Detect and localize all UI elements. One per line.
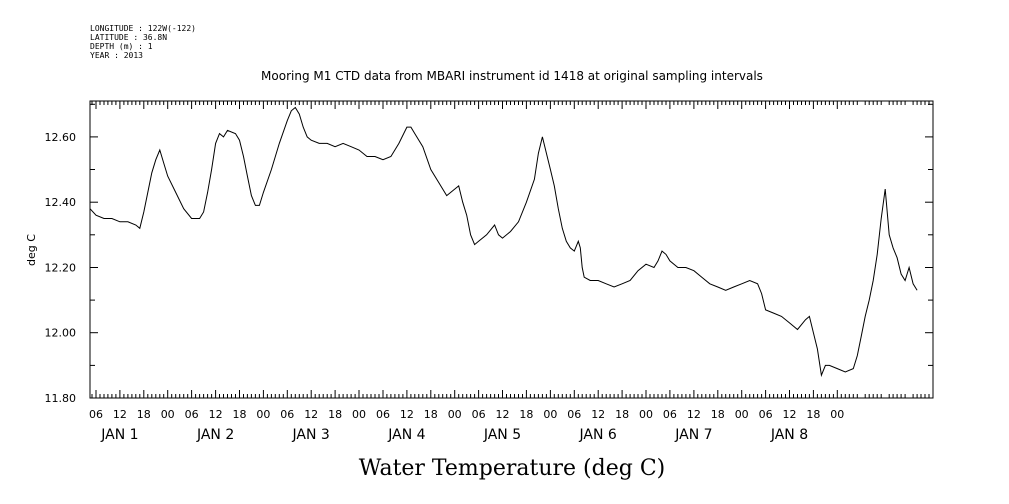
- x-tick-label: 12: [783, 408, 797, 421]
- x-tick-label: 12: [304, 408, 318, 421]
- y-tick-label: 12.40: [45, 196, 77, 209]
- x-tick-label: 18: [519, 408, 533, 421]
- x-tick-label: 00: [352, 408, 366, 421]
- x-tick-label: 00: [735, 408, 749, 421]
- x-tick-label: 12: [591, 408, 605, 421]
- day-label: JAN 4: [387, 427, 425, 443]
- x-tick-label: 12: [400, 408, 414, 421]
- meta-latitude: LATITUDE : 36.8N: [90, 33, 167, 42]
- x-tick-label: 06: [567, 408, 581, 421]
- x-tick-label: 12: [209, 408, 223, 421]
- y-tick-label: 11.80: [45, 392, 77, 405]
- y-axis-label: deg C: [25, 234, 38, 266]
- meta-longitude: LONGITUDE : 122W(-122): [90, 24, 196, 33]
- x-tick-label: 06: [280, 408, 294, 421]
- day-label: JAN 1: [100, 427, 138, 443]
- plot-frame: [89, 100, 934, 399]
- water-temperature-line: [89, 106, 918, 378]
- x-tick-label: 06: [185, 408, 199, 421]
- day-label: JAN 2: [196, 427, 234, 443]
- x-tick-label: 18: [424, 408, 438, 421]
- x-tick-label: 00: [161, 408, 175, 421]
- x-tick-label: 12: [113, 408, 127, 421]
- day-label: JAN 3: [292, 427, 330, 443]
- minor-ticks: [91, 101, 930, 398]
- x-tick-label: 18: [711, 408, 725, 421]
- x-tick-label: 18: [328, 408, 342, 421]
- chart-title: Mooring M1 CTD data from MBARI instrumen…: [261, 69, 763, 83]
- x-tick-label: 06: [89, 408, 103, 421]
- x-tick-label: 06: [376, 408, 390, 421]
- y-tick-label: 12.00: [45, 327, 77, 340]
- x-tick-label: 06: [759, 408, 773, 421]
- x-tick-label: 18: [615, 408, 629, 421]
- x-tick-label: 12: [496, 408, 510, 421]
- x-tick-label: 18: [137, 408, 151, 421]
- x-tick-label: 00: [830, 408, 844, 421]
- x-tick-label: 06: [472, 408, 486, 421]
- x-tick-label: 06: [663, 408, 677, 421]
- x-tick-label: 18: [806, 408, 820, 421]
- y-tick-label: 12.60: [45, 131, 77, 144]
- day-labels: JAN 1 JAN 2 JAN 3 JAN 4 JAN 5 JAN 6 JAN 7 JAN 8: [100, 427, 808, 443]
- x-tick-label: 00: [256, 408, 270, 421]
- day-label: JAN 7: [674, 427, 712, 443]
- day-label: JAN 6: [579, 427, 617, 443]
- x-tick-label: 18: [233, 408, 247, 421]
- x-axis-label: Water Temperature (deg C): [359, 456, 666, 481]
- meta-year: YEAR : 2013: [90, 51, 143, 60]
- day-label: JAN 8: [770, 427, 808, 443]
- x-tick-label: 00: [639, 408, 653, 421]
- x-tick-label: 12: [687, 408, 701, 421]
- y-tick-label: 12.20: [45, 262, 77, 275]
- x-tick-label: 00: [448, 408, 462, 421]
- meta-depth: DEPTH (m) : 1: [90, 42, 153, 51]
- y-axis-ticks: 11.80 12.00 12.20 12.40 12.60: [45, 103, 933, 405]
- metadata-block: LONGITUDE : 122W(-122) LATITUDE : 36.8N …: [90, 24, 196, 60]
- x-tick-label: 00: [543, 408, 557, 421]
- day-label: JAN 5: [483, 427, 521, 443]
- x-axis-ticks: 06 12 18 00 06 12 18 00 06 12 18 00 06 12 18 00 06 12 18 00…: [89, 101, 844, 421]
